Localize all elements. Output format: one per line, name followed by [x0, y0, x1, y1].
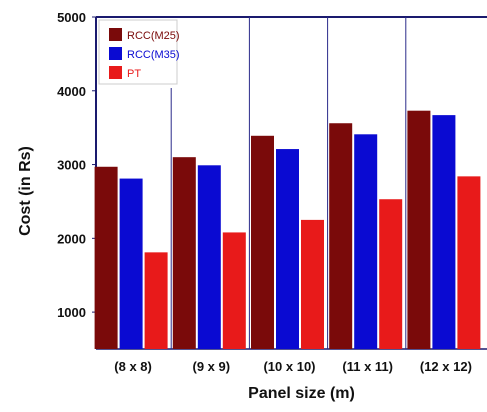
x-axis-label: Panel size (m) [248, 385, 355, 402]
bar-RCC(M25)-(8 x 8) [94, 166, 118, 349]
bar-PT-(8 x 8) [144, 252, 168, 349]
legend-label: RCC(M25) [127, 30, 180, 42]
x-tick-label: (11 x 11) [342, 359, 393, 374]
x-tick-label: (10 x 10) [263, 359, 315, 374]
legend-swatch [109, 28, 122, 41]
bar-PT-(11 x 11) [379, 199, 403, 349]
bar-RCC(M35)-(12 x 12) [432, 115, 456, 349]
x-tick-label: (9 x 9) [193, 359, 231, 374]
bar-RCC(M25)-(9 x 9) [172, 157, 196, 349]
bar-RCC(M35)-(8 x 8) [119, 178, 143, 349]
bar-PT-(9 x 9) [222, 232, 246, 349]
bar-RCC(M35)-(9 x 9) [197, 165, 221, 349]
bar-RCC(M25)-(12 x 12) [407, 110, 431, 349]
y-tick-label: 4000 [57, 84, 86, 99]
bar-PT-(10 x 10) [301, 219, 324, 349]
legend-swatch [109, 47, 122, 60]
bar-RCC(M35)-(11 x 11) [354, 134, 378, 349]
legend-swatch [109, 66, 122, 79]
x-tick-label: (12 x 12) [420, 359, 472, 374]
bar-RCC(M25)-(10 x 10) [251, 135, 274, 349]
legend-label: PT [127, 68, 141, 80]
bar-PT-(12 x 12) [457, 176, 481, 349]
legend-label: RCC(M35) [127, 49, 180, 61]
x-tick-label: (8 x 8) [114, 359, 152, 374]
bar-RCC(M25)-(11 x 11) [329, 123, 353, 350]
y-tick-label: 5000 [57, 10, 86, 25]
y-axis-label: Cost (in Rs) [17, 146, 34, 236]
y-tick-label: 3000 [57, 158, 86, 173]
y-tick-label: 1000 [57, 305, 86, 320]
y-tick-label: 2000 [57, 231, 86, 246]
bar-RCC(M35)-(10 x 10) [276, 149, 299, 349]
